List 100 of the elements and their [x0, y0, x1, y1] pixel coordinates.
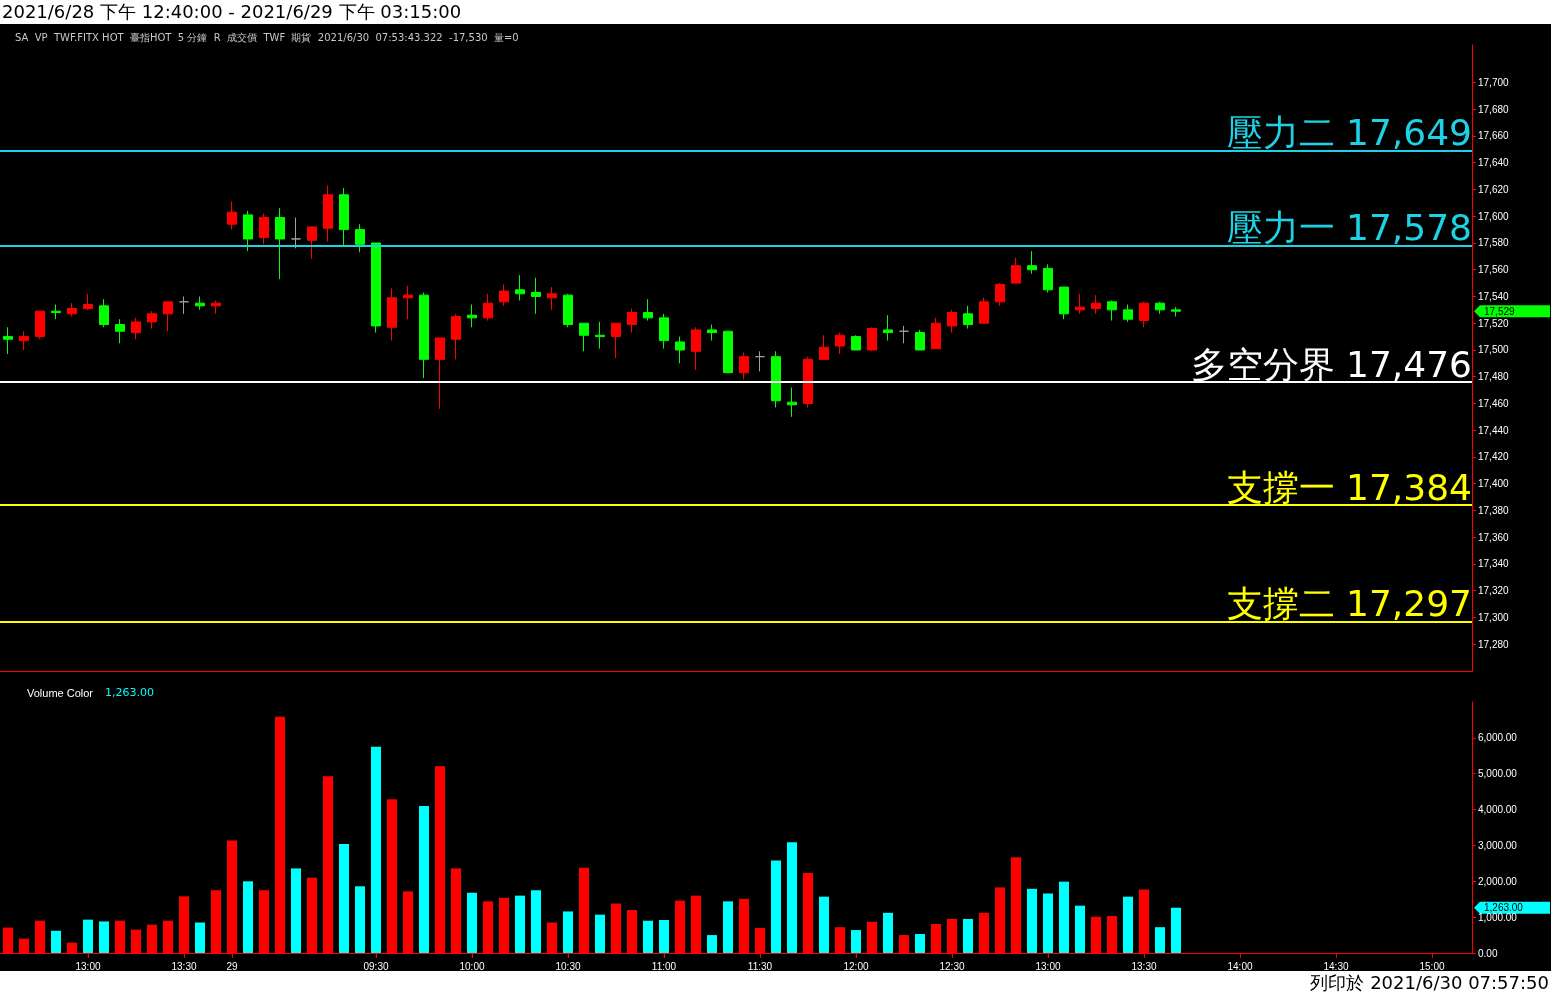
- y-tick-label: 6,000.00: [1478, 732, 1518, 744]
- y-tick-label: 3,000.00: [1478, 839, 1518, 851]
- y-tick-label: 17,340: [1478, 558, 1510, 570]
- bar: [371, 746, 381, 953]
- ref-line-label: 支撐二 17,297: [1226, 583, 1472, 625]
- y-tick-label: 17,380: [1478, 504, 1510, 516]
- ref-line-label: 支撐一 17,384: [1226, 466, 1472, 508]
- y-tick-label: 0.00: [1478, 947, 1498, 959]
- x-tick-label: 10:30: [555, 960, 581, 972]
- y-tick-label: 17,440: [1478, 424, 1510, 436]
- bar: [819, 896, 829, 953]
- candlestick: [707, 324, 717, 342]
- candlestick: [51, 304, 61, 320]
- candlestick: [739, 352, 749, 380]
- x-tick-label: 13:30: [171, 960, 197, 972]
- candlestick: [99, 298, 109, 328]
- candlestick: [659, 313, 669, 350]
- candlestick: [563, 293, 573, 328]
- bar: [787, 842, 797, 953]
- candlestick: [499, 283, 509, 307]
- y-tick-label: 17,680: [1478, 103, 1510, 115]
- chart-subtitle: SA VP TWF.FITX HOT 臺指HOT 5 分鐘 R 成交價 TWF 期貨 2021/6/30 07:53:43.322 -17,530 量=0: [15, 31, 519, 43]
- candlestick: [979, 297, 989, 324]
- chart-subtitle: 1,263.00: [105, 686, 154, 699]
- y-tick-label: 17,300: [1478, 612, 1510, 623]
- text: 17,529: [1484, 305, 1516, 317]
- bar: [339, 843, 349, 953]
- bar: [515, 895, 525, 953]
- bar: [851, 930, 861, 953]
- x-tick-label: 13:00: [1035, 960, 1061, 972]
- candlestick: [1011, 257, 1021, 284]
- bar: [1155, 927, 1165, 953]
- x-tick-label: 11:30: [747, 960, 773, 972]
- candlestick: [1059, 286, 1069, 320]
- candlestick: [307, 226, 317, 260]
- bar: [291, 868, 301, 953]
- candlestick: [611, 322, 621, 359]
- bar: [243, 881, 253, 953]
- candlestick: [259, 213, 269, 245]
- candlestick: [835, 332, 845, 355]
- bar: [1123, 896, 1133, 953]
- ref-line-label: 壓力二 17,649: [1226, 112, 1472, 154]
- candlestick: [227, 201, 237, 231]
- candlestick: [3, 326, 13, 355]
- candlestick: [723, 330, 733, 374]
- y-tick-label: 5,000.00: [1478, 768, 1518, 780]
- chart-title: 2021/6/28 下午 12:40:00 - 2021/6/29 下午 03:15:00: [1, 0, 463, 24]
- candlestick: [147, 310, 157, 330]
- bar: [643, 920, 653, 953]
- bar: [595, 914, 605, 953]
- candlestick: [1171, 306, 1181, 318]
- bar: [99, 921, 109, 953]
- candlestick: [19, 330, 29, 351]
- bar: [1027, 888, 1037, 953]
- candlestick: [819, 334, 829, 360]
- y-tick-label: 17,580: [1478, 237, 1510, 249]
- candlestick: [371, 242, 381, 334]
- candlestick: [1123, 304, 1133, 323]
- candlestick: [1107, 299, 1117, 322]
- candlestick: [339, 187, 349, 247]
- candlestick: [355, 223, 365, 253]
- candlestick: [467, 304, 477, 328]
- y-tick-label: 17,280: [1478, 638, 1510, 650]
- bar: [467, 892, 477, 953]
- candlestick: [883, 314, 893, 342]
- candlestick: [1091, 294, 1101, 315]
- ref-line-label: 壓力一 17,578: [1226, 207, 1472, 249]
- x-tick-label: 12:30: [939, 960, 965, 972]
- bar: [1059, 881, 1069, 953]
- y-tick-label: 17,500: [1478, 344, 1510, 356]
- candlestick: [35, 310, 45, 340]
- bar: [771, 860, 781, 953]
- x-tick-label: 10:00: [459, 960, 485, 972]
- candlestick: [771, 350, 781, 408]
- candlestick: [179, 295, 189, 315]
- candlestick: [243, 210, 253, 252]
- y-tick-label: 17,600: [1478, 210, 1510, 222]
- y-tick-label: 17,540: [1478, 290, 1510, 302]
- bar: [707, 935, 717, 953]
- y-tick-label: 17,400: [1478, 478, 1510, 490]
- candlestick: [323, 184, 333, 243]
- bar: [531, 890, 541, 953]
- x-tick-label: 11:00: [651, 960, 677, 972]
- y-tick-label: 17,700: [1478, 76, 1510, 88]
- candlestick: [931, 317, 941, 350]
- candlestick: [1139, 301, 1149, 328]
- candlestick: [451, 313, 461, 360]
- x-tick-label: 13:30: [1131, 960, 1157, 972]
- y-tick-label: 17,620: [1478, 183, 1510, 195]
- candlestick: [83, 293, 93, 311]
- y-tick-label: 17,560: [1478, 264, 1510, 276]
- chart-title: Volume Color: [27, 686, 94, 699]
- candlestick: [195, 295, 205, 311]
- y-tick-label: 17,480: [1478, 371, 1510, 383]
- bar: [1043, 893, 1053, 953]
- bar: [195, 922, 205, 953]
- candlestick: [643, 298, 653, 322]
- y-tick-label: 2,000.00: [1478, 875, 1518, 887]
- candlestick: [403, 285, 413, 320]
- bar: [83, 919, 93, 953]
